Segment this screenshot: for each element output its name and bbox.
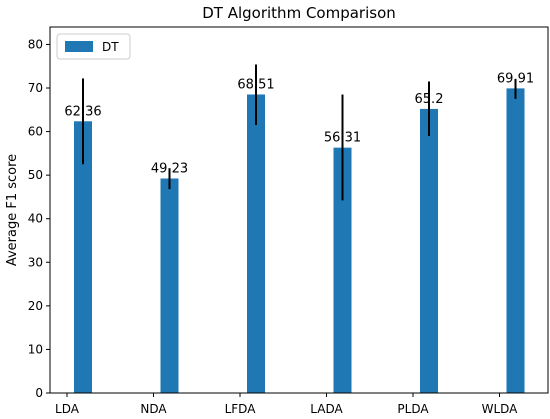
bar-lada	[333, 147, 352, 393]
x-tick-label-lda: LDA	[55, 402, 80, 416]
x-axis: LDA NDA LFDA LADA PLDA WLDA	[55, 393, 518, 416]
y-axis: 0 10 20 30 40 50 60 70 80	[28, 37, 50, 400]
y-tick-label-60: 60	[28, 125, 43, 139]
data-label-group: 62.36 49.23 68.51 56.31 65.2 69.91	[64, 71, 534, 176]
plot-frame	[49, 26, 549, 394]
y-tick-label-30: 30	[28, 255, 43, 269]
error-bar-group	[82, 64, 517, 201]
legend: DT	[56, 33, 131, 60]
bar-nda	[160, 178, 179, 393]
x-tick-label-nda: NDA	[140, 402, 167, 416]
data-label-plda: 65.2	[415, 92, 444, 107]
x-tick-label-lada: LADA	[310, 402, 343, 416]
data-label-lada: 56.31	[324, 131, 361, 146]
y-tick-label-70: 70	[28, 81, 43, 95]
legend-swatch	[65, 41, 93, 52]
legend-entry-dt: DT	[102, 40, 119, 54]
data-label-lfda: 68.51	[237, 77, 274, 92]
y-tick-label-40: 40	[28, 212, 43, 226]
plot-background	[50, 27, 548, 393]
x-tick-label-lfda: LFDA	[225, 402, 257, 416]
plot-area	[50, 27, 548, 393]
data-label-lda: 62.36	[64, 104, 101, 119]
data-label-wlda: 69.91	[497, 71, 534, 86]
data-label-nda: 49.23	[151, 161, 188, 176]
y-axis-label: Average F1 score	[5, 154, 20, 266]
x-tick-label-plda: PLDA	[397, 402, 429, 416]
bar-plda	[420, 108, 438, 394]
y-tick-label-0: 0	[35, 386, 43, 400]
y-tick-label-20: 20	[28, 299, 43, 313]
y-tick-label-80: 80	[28, 37, 43, 51]
bar-group	[74, 88, 525, 394]
bar-lfda	[247, 94, 265, 394]
bar-lda	[74, 121, 92, 393]
y-tick-label-50: 50	[28, 168, 43, 182]
x-tick-label-wlda: WLDA	[482, 402, 519, 416]
legend-box	[56, 33, 131, 60]
bar-wlda	[506, 88, 525, 393]
y-tick-label-10: 10	[28, 342, 43, 356]
chart-title: DT Algorithm Comparison	[202, 4, 396, 22]
